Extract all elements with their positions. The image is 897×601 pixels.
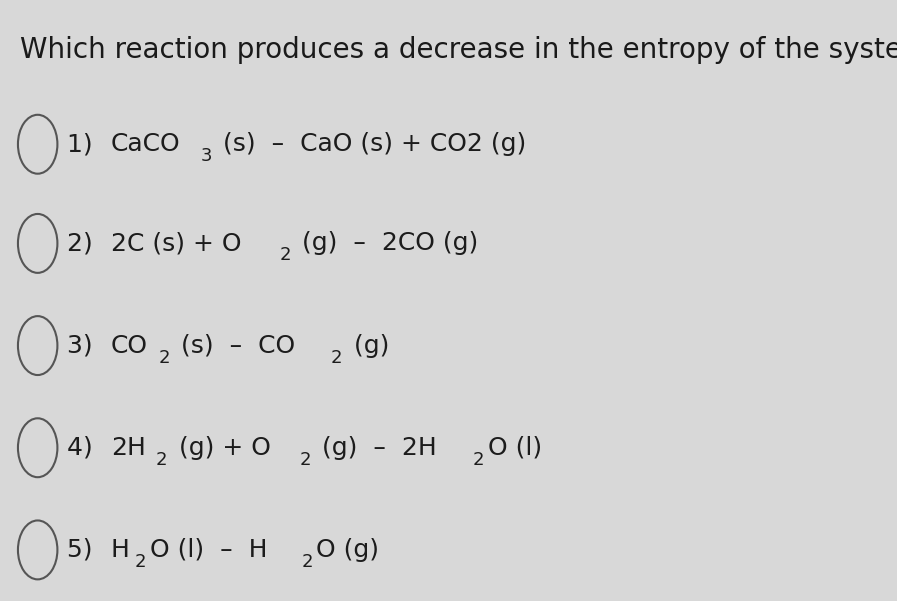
Text: H: H — [110, 538, 129, 562]
Text: CaCO: CaCO — [110, 132, 180, 156]
Text: (g)  –  2CO (g): (g) – 2CO (g) — [294, 231, 478, 255]
Text: 3: 3 — [201, 147, 212, 165]
Text: (s)  –  CaO (s) + CO2 (g): (s) – CaO (s) + CO2 (g) — [215, 132, 527, 156]
Text: (g) + O: (g) + O — [170, 436, 271, 460]
Text: (s)  –  CO: (s) – CO — [173, 334, 295, 358]
Text: 3): 3) — [67, 334, 100, 358]
Text: Which reaction produces a decrease in the entropy of the system?: Which reaction produces a decrease in th… — [20, 36, 897, 64]
Text: 2): 2) — [67, 231, 101, 255]
Text: (g): (g) — [345, 334, 389, 358]
Text: 2: 2 — [331, 349, 343, 367]
Text: 2C (s) + O: 2C (s) + O — [111, 231, 241, 255]
Text: O (g): O (g) — [316, 538, 379, 562]
Text: 1): 1) — [67, 132, 100, 156]
Text: 2: 2 — [473, 451, 484, 469]
Text: (g)  –  2H: (g) – 2H — [314, 436, 437, 460]
Text: 2: 2 — [159, 349, 170, 367]
Text: 4): 4) — [67, 436, 101, 460]
Text: 2: 2 — [301, 553, 313, 571]
Text: 5): 5) — [67, 538, 100, 562]
Text: 2H: 2H — [111, 436, 145, 460]
Text: O (l)  –  H: O (l) – H — [150, 538, 267, 562]
Text: 2: 2 — [300, 451, 311, 469]
Text: 2: 2 — [135, 553, 146, 571]
Text: 2: 2 — [279, 246, 291, 264]
Text: CO: CO — [110, 334, 148, 358]
Text: O (l): O (l) — [488, 436, 542, 460]
Text: 2: 2 — [156, 451, 168, 469]
